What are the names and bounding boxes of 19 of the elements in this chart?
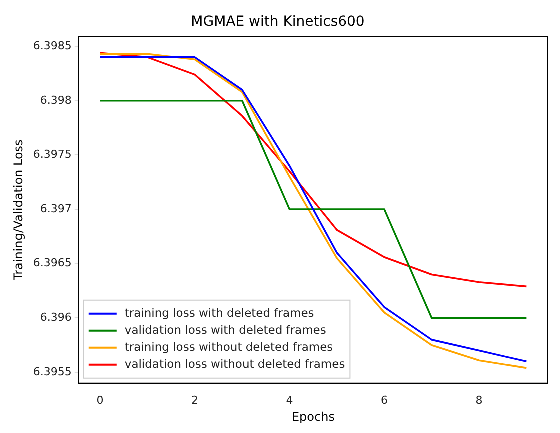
x-tick-label: 2 xyxy=(191,394,198,407)
y-tick-label: 6.396 xyxy=(40,311,72,324)
y-tick-label: 6.397 xyxy=(40,202,72,216)
x-tick-label: 8 xyxy=(476,394,483,407)
y-tick-label: 6.398 xyxy=(40,94,72,107)
legend-label: validation loss without deleted frames xyxy=(124,356,346,371)
legend-label: validation loss with deleted frames xyxy=(124,322,326,337)
x-axis-title: Epochs xyxy=(292,410,335,424)
y-tick-label: 6.3965 xyxy=(33,256,72,270)
chart-title: MGMAE with Kinetics600 xyxy=(191,14,365,30)
x-tick-label: 0 xyxy=(96,394,104,407)
y-tick-label: 6.3975 xyxy=(33,148,72,162)
x-tick-label: 4 xyxy=(286,394,294,407)
legend-label: training loss without deleted frames xyxy=(124,340,334,354)
x-tick-label: 6 xyxy=(381,394,388,407)
legend-label: training loss with deleted frames xyxy=(124,306,314,320)
y-tick-label: 6.3955 xyxy=(33,365,72,378)
y-axis-title: Training/Validation Loss xyxy=(11,140,26,282)
y-tick-label: 6.3985 xyxy=(33,39,72,52)
